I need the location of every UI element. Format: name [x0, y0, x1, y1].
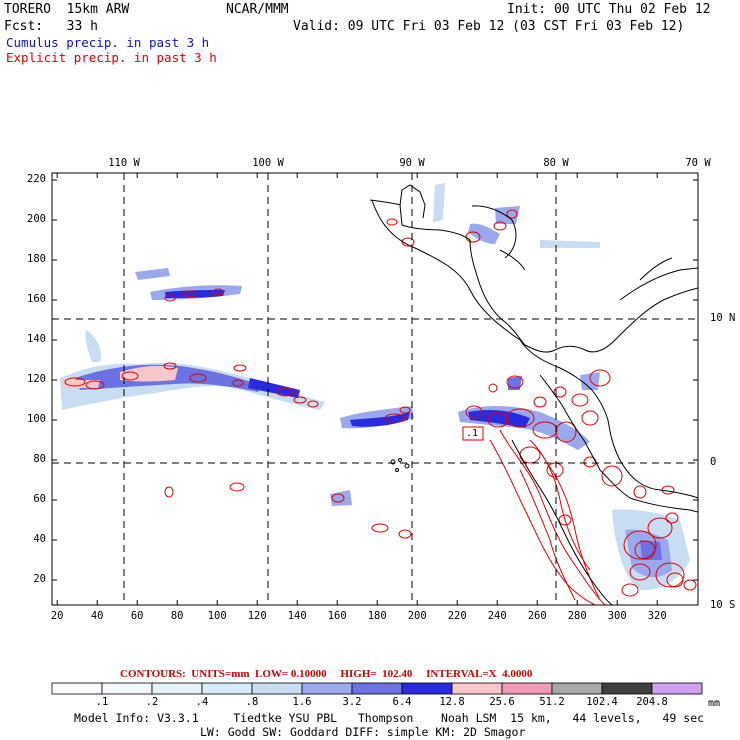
- x-tick-label: 160: [327, 610, 347, 622]
- colorbar-label: 3.2: [342, 696, 362, 708]
- x-tick-label: 80: [170, 610, 184, 622]
- y-tick-label: 200: [27, 213, 46, 225]
- colorbar-swatch: [101, 682, 153, 695]
- coastlines: [369, 184, 698, 605]
- colorbar-label: .8: [245, 696, 259, 708]
- physics-info: LW: Godd SW: Goddard DIFF: simple KM: 2D…: [200, 725, 526, 739]
- x-tick-label: 100: [207, 610, 227, 622]
- max-value-label: .1: [466, 428, 479, 439]
- model-info: Model Info: V3.3.1 Tiedtke YSU PBL Thomp…: [74, 711, 705, 725]
- latitude-label: 10 N: [710, 312, 736, 324]
- colorbar-swatch: [51, 682, 103, 695]
- y-tick-label: 220: [27, 173, 46, 185]
- model-title: TORERO 15km ARW: [4, 2, 130, 17]
- latitude-label: 10 S: [710, 599, 736, 611]
- colorbar-label: .4: [195, 696, 209, 708]
- longitude-label: 110 W: [108, 157, 140, 169]
- longitude-label: 90 W: [399, 157, 425, 169]
- colorbar-swatch: [351, 682, 403, 695]
- x-tick-label: 140: [287, 610, 307, 622]
- x-tick-label: 300: [607, 610, 627, 622]
- colorbar-swatch: [251, 682, 303, 695]
- longitude-label: 70 W: [685, 157, 711, 169]
- x-tick-label: 260: [527, 610, 547, 622]
- colorbar-label: 12.8: [439, 696, 465, 708]
- y-tick-label: 160: [27, 293, 46, 305]
- colorbar-swatch: [151, 682, 203, 695]
- forecast-hour: Fcst: 33 h: [4, 19, 98, 34]
- graticule: [52, 173, 698, 605]
- colorbar-swatch: [551, 682, 603, 695]
- init-time: Init: 00 UTC Thu 02 Feb 12: [507, 2, 711, 17]
- colorbar-swatch: [601, 682, 653, 695]
- colorbar-swatch: [301, 682, 353, 695]
- longitude-label: 100 W: [252, 157, 284, 169]
- y-tick-label: 60: [33, 493, 46, 505]
- y-tick-label: 20: [33, 573, 46, 585]
- max-value-box: [462, 426, 484, 441]
- x-tick-label: 120: [247, 610, 267, 622]
- x-tick-label: 200: [407, 610, 427, 622]
- org-label: NCAR/MMM: [226, 2, 289, 17]
- galapagos-islands: [390, 458, 410, 472]
- legend-explicit: Explicit precip. in past 3 h: [6, 50, 217, 65]
- colorbar-label: 6.4: [392, 696, 412, 708]
- x-tick-label: 40: [90, 610, 104, 622]
- y-tick-label: 40: [33, 533, 46, 545]
- y-tick-label: 140: [27, 333, 46, 345]
- colorbar-label: 1.6: [292, 696, 312, 708]
- y-tick-label: 120: [27, 373, 46, 385]
- y-tick-label: 80: [33, 453, 46, 465]
- longitude-label: 80 W: [543, 157, 569, 169]
- colorbar-label: 51.2: [539, 696, 565, 708]
- colorbar-label: .2: [145, 696, 159, 708]
- x-tick-label: 60: [130, 610, 144, 622]
- x-tick-label: 280: [567, 610, 587, 622]
- colorbar-label: 204.8: [636, 696, 668, 708]
- x-tick-label: 180: [367, 610, 387, 622]
- colorbar-label: .1: [95, 696, 109, 708]
- y-tick-label: 100: [27, 413, 46, 425]
- map-frame: [51, 172, 699, 606]
- y-tick-label: 180: [27, 253, 46, 265]
- colorbar-swatch: [451, 682, 503, 695]
- axis-ticks: [52, 173, 698, 605]
- colorbar: [51, 682, 703, 695]
- colorbar-label: 25.6: [489, 696, 515, 708]
- colorbar-unit: mm: [708, 698, 721, 709]
- colorbar-swatch: [501, 682, 553, 695]
- x-tick-label: 220: [447, 610, 467, 622]
- x-tick-label: 320: [647, 610, 667, 622]
- colorbar-swatch: [201, 682, 253, 695]
- explicit-precip-contours: [64, 209, 697, 605]
- colorbar-label: 102.4: [586, 696, 618, 708]
- cumulus-precip-shading: [60, 183, 690, 591]
- x-tick-label: 240: [487, 610, 507, 622]
- colorbar-swatch: [401, 682, 453, 695]
- legend-cumulus: Cumulus precip. in past 3 h: [6, 35, 210, 50]
- x-tick-label: 20: [50, 610, 64, 622]
- contours-info: CONTOURS: UNITS=mm LOW= 0.10000 HIGH= 10…: [120, 668, 533, 680]
- valid-time: Valid: 09 UTC Fri 03 Feb 12 (03 CST Fri …: [293, 19, 685, 34]
- colorbar-swatch: [651, 682, 703, 695]
- latitude-label: 0: [710, 456, 717, 468]
